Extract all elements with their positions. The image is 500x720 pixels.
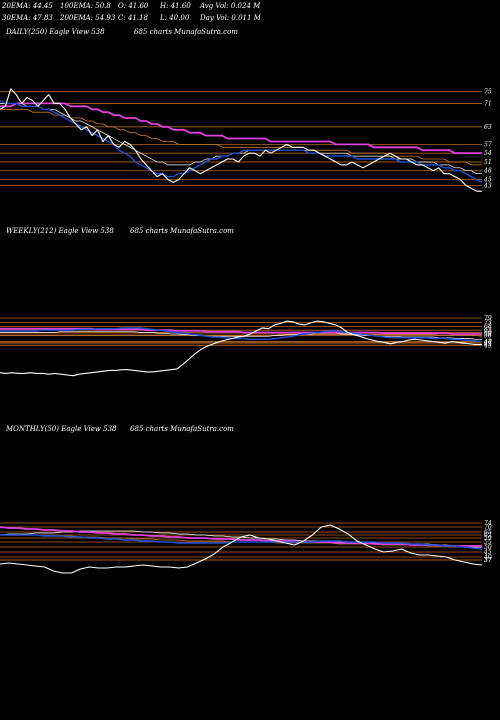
monthly-y-tick-label: 40 (483, 554, 492, 561)
monthly-y-tick-label: 59 (484, 535, 492, 542)
daily-price-line (0, 88, 482, 192)
monthly-ema20-line (0, 534, 483, 550)
monthly-y-tick-label: 37 (484, 557, 492, 564)
weekly-y-tick-label: 45 (483, 341, 492, 348)
weekly-y-tick-label: 73 (484, 320, 492, 327)
weekly-ema100-line (0, 334, 483, 337)
weekly-y-tick-label: 63 (484, 327, 492, 334)
daily-y-tick-label: 54 (484, 150, 492, 157)
weekly-price-line (0, 320, 482, 377)
daily-y-tick-label: 45 (483, 177, 492, 184)
header-ema30: 30EMA: 47.83 (2, 14, 53, 22)
daily-ema100-line (0, 108, 482, 166)
indicator-header: 20EMA: 44.45 100EMA: 50.8 O: 41.60 H: 41… (1, 2, 262, 22)
weekly-y-tick-label: 68 (484, 323, 492, 330)
daily-y-tick-label: 51 (484, 159, 492, 166)
monthly-ema200-line (0, 526, 482, 547)
daily-y-tick-label: 57 (484, 141, 492, 148)
weekly-y-tick-label: 58 (484, 331, 492, 338)
monthly-chart-panel: MONTHLY(50) Eagle View 538 685 charts Mu… (0, 425, 492, 574)
weekly-ema20-line (0, 327, 483, 343)
monthly-y-tick-label: 50 (484, 544, 492, 551)
monthly-chart-title: MONTHLY(50) Eagle View 538 (5, 425, 117, 433)
daily-chart-subtitle: 685 charts MunafaSutra.com (134, 28, 238, 36)
header-high: H: 41.60 (159, 2, 191, 10)
header-close: C: 41.18 (118, 14, 149, 22)
header-low: L: 40.00 (159, 14, 190, 22)
weekly-y-tick-label: 48 (483, 339, 492, 346)
header-ema20: 20EMA: 44.45 (1, 2, 53, 10)
weekly-y-tick-label: 43 (483, 342, 492, 349)
weekly-chart-panel: WEEKLY(212) Eagle View 538 685 charts Mu… (0, 227, 492, 377)
monthly-y-tick-label: 62 (484, 532, 492, 539)
weekly-chart-subtitle: 685 charts MunafaSutra.com (130, 227, 234, 235)
daily-y-tick-label: 75 (484, 89, 492, 96)
weekly-y-tick-label: 79 (484, 315, 492, 322)
header-open: O: 41.60 (118, 2, 149, 10)
daily-ema20-line (0, 99, 483, 184)
weekly-y-tick-label: 60 (484, 329, 492, 336)
monthly-y-tick-label: 65 (484, 529, 492, 536)
weekly-y-tick-label: 47 (483, 339, 492, 346)
header-ema200: 200EMA: 54.93 (59, 14, 116, 22)
weekly-chart-title: WEEKLY(212) Eagle View 538 (6, 227, 114, 235)
header-avg-vol: Avg Vol: 0.024 M (199, 2, 261, 10)
monthly-y-tick-label: 55 (484, 539, 492, 546)
daily-y-tick-label: 63 (484, 124, 492, 131)
header-ema100: 100EMA: 50.8 (60, 2, 111, 10)
daily-chart-panel: DAILY(250) Eagle View 538 685 charts Mun… (0, 28, 492, 192)
weekly-y-tick-label: 56 (484, 332, 492, 339)
monthly-chart-subtitle: 685 charts MunafaSutra.com (130, 425, 234, 433)
daily-y-tick-label: 43 (483, 182, 492, 189)
header-day-vol: Day Vol: 0.011 M (199, 14, 262, 22)
monthly-y-tick-label: 74 (484, 520, 492, 527)
monthly-price-line (0, 524, 483, 574)
monthly-y-tick-label: 70 (484, 524, 492, 531)
daily-ema200-line (0, 102, 482, 155)
daily-y-tick-label: 48 (483, 168, 492, 175)
monthly-y-tick-label: 37 (484, 557, 492, 564)
daily-y-tick-label: 71 (484, 100, 492, 107)
daily-chart-title: DAILY(250) Eagle View 538 (5, 28, 105, 36)
monthly-y-tick-label: 45 (483, 549, 492, 556)
